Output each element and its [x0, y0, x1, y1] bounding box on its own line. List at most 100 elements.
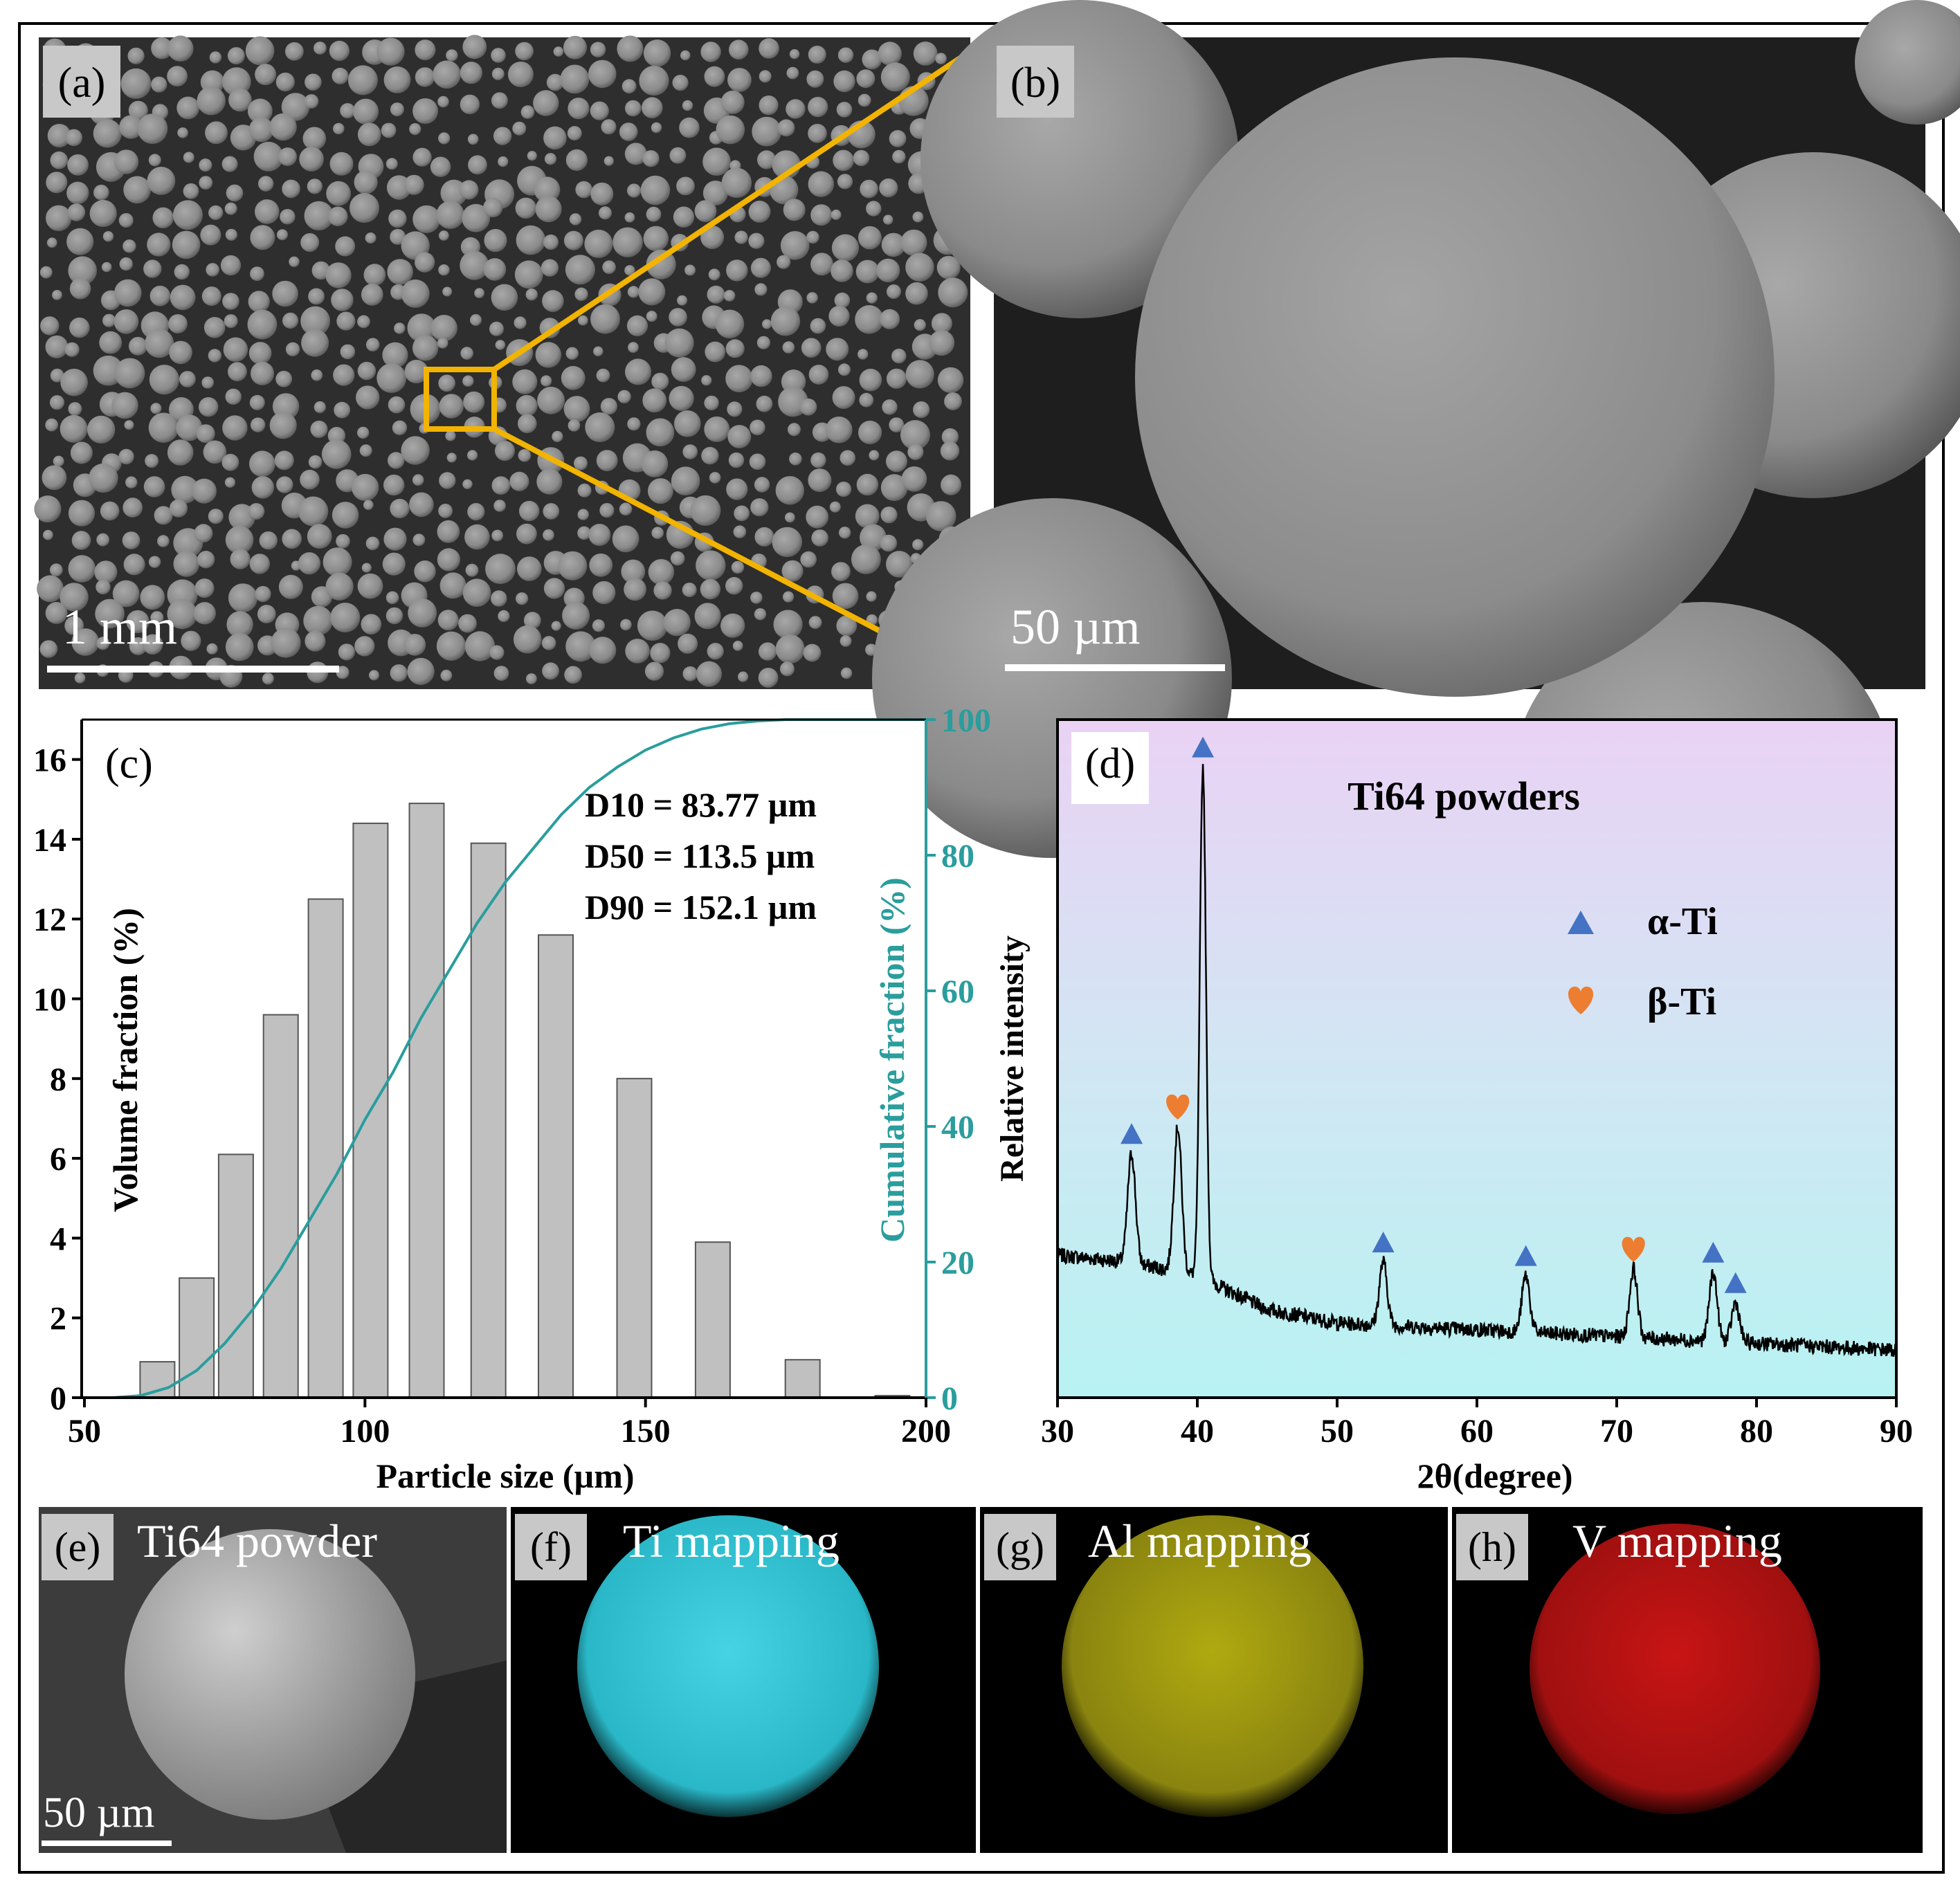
d10-label: D10 = 83.77 µm — [585, 785, 817, 824]
powder-particle — [639, 66, 669, 96]
powder-particle — [593, 346, 604, 356]
powder-particle — [754, 477, 770, 493]
powder-particle — [880, 62, 910, 92]
powder-particle — [612, 525, 639, 553]
powder-particle — [446, 453, 457, 463]
powder-particle — [248, 342, 272, 365]
powder-particle — [438, 132, 451, 145]
panel-e-tag: (e) — [55, 1524, 101, 1570]
powder-particle — [437, 610, 459, 631]
powder-particle — [465, 563, 479, 577]
powder-particle — [278, 147, 297, 166]
powder-particle — [869, 450, 880, 461]
powder-particle — [720, 613, 745, 638]
powder-particle — [446, 49, 458, 62]
histogram-bar — [694, 1241, 731, 1398]
powder-particle — [855, 259, 880, 284]
histogram-bar — [408, 803, 445, 1398]
powder-particle — [302, 127, 327, 150]
histogram-bar — [784, 1359, 821, 1398]
powder-particle — [314, 42, 327, 55]
powder-particle — [357, 361, 376, 381]
histogram-bar — [470, 842, 507, 1398]
powder-particle — [196, 424, 215, 444]
powder-particle — [403, 634, 426, 656]
powder-particle — [369, 670, 379, 681]
powder-particle — [800, 551, 817, 568]
powder-particle — [515, 197, 536, 219]
powder-particle — [682, 100, 693, 111]
powder-particle — [437, 548, 461, 572]
powder-particle — [89, 463, 118, 493]
powder-particle — [543, 578, 565, 599]
powder-particle — [734, 505, 750, 522]
powder-particle — [775, 476, 805, 505]
xrd-y-axis-label: Relative intensity — [994, 935, 1031, 1182]
powder-particle — [831, 259, 853, 282]
powder-particle — [203, 317, 226, 338]
powder-particle — [222, 415, 248, 441]
y-tick-label: 0 — [50, 1380, 66, 1417]
powder-particle — [310, 420, 328, 438]
powder-particle — [542, 290, 564, 312]
alpha-ti-marker — [1702, 1241, 1725, 1263]
y-tick-label: 4 — [50, 1221, 66, 1257]
powder-particle — [588, 524, 611, 546]
powder-particle — [34, 495, 62, 523]
powder-particle — [119, 257, 133, 271]
powder-particle — [249, 450, 275, 477]
histogram-bar — [179, 1277, 215, 1398]
powder-particle — [840, 635, 852, 647]
powder-particle — [298, 496, 329, 527]
powder-particle — [601, 119, 617, 135]
powder-particle — [467, 503, 485, 521]
powder-particle — [900, 229, 927, 256]
powder-particle — [148, 412, 179, 443]
powder-particle — [332, 502, 359, 529]
powder-particle — [858, 420, 882, 445]
powder-particle — [412, 335, 439, 361]
powder-particle — [726, 478, 748, 500]
powder-particle — [179, 371, 196, 387]
powder-particle — [258, 176, 274, 192]
powder-particle — [880, 506, 898, 524]
powder-particle — [840, 450, 856, 466]
powder-particle — [810, 253, 833, 276]
powder-particle — [862, 49, 882, 70]
powder-particle — [390, 228, 406, 245]
powder-particle — [276, 476, 293, 493]
powder-particle — [679, 117, 700, 138]
powder-particle — [541, 375, 552, 387]
powder-particle — [514, 260, 543, 289]
powder-particle — [365, 536, 380, 551]
powder-particle — [759, 95, 779, 116]
powder-particle — [46, 172, 68, 194]
powder-particle — [723, 290, 736, 302]
powder-particle — [230, 549, 251, 569]
powder-particle — [249, 554, 270, 574]
powder-particle — [788, 423, 801, 437]
x-tick-label: 200 — [901, 1413, 951, 1450]
powder-particle — [150, 403, 162, 414]
powder-particle — [66, 181, 89, 204]
powder-particle — [329, 152, 354, 176]
powder-particle — [137, 113, 168, 145]
powder-particle — [577, 526, 591, 540]
powder-particle — [122, 239, 136, 253]
powder-particle — [837, 47, 854, 63]
powder-particle — [68, 256, 97, 286]
powder-particle — [733, 525, 747, 538]
powder-particle — [886, 368, 907, 389]
powder-particle — [892, 149, 906, 164]
panel-g: (g) Al mapping — [980, 1507, 1448, 1853]
powder-particle — [154, 506, 173, 525]
powder-particle — [931, 313, 952, 334]
powder-particle — [880, 474, 908, 502]
histogram-bar — [616, 1077, 653, 1399]
powder-particle — [725, 576, 743, 595]
powder-particle — [876, 258, 900, 282]
powder-particle — [409, 492, 434, 518]
powder-particle — [935, 53, 947, 64]
powder-particle — [856, 69, 875, 89]
powder-particle — [569, 213, 582, 226]
